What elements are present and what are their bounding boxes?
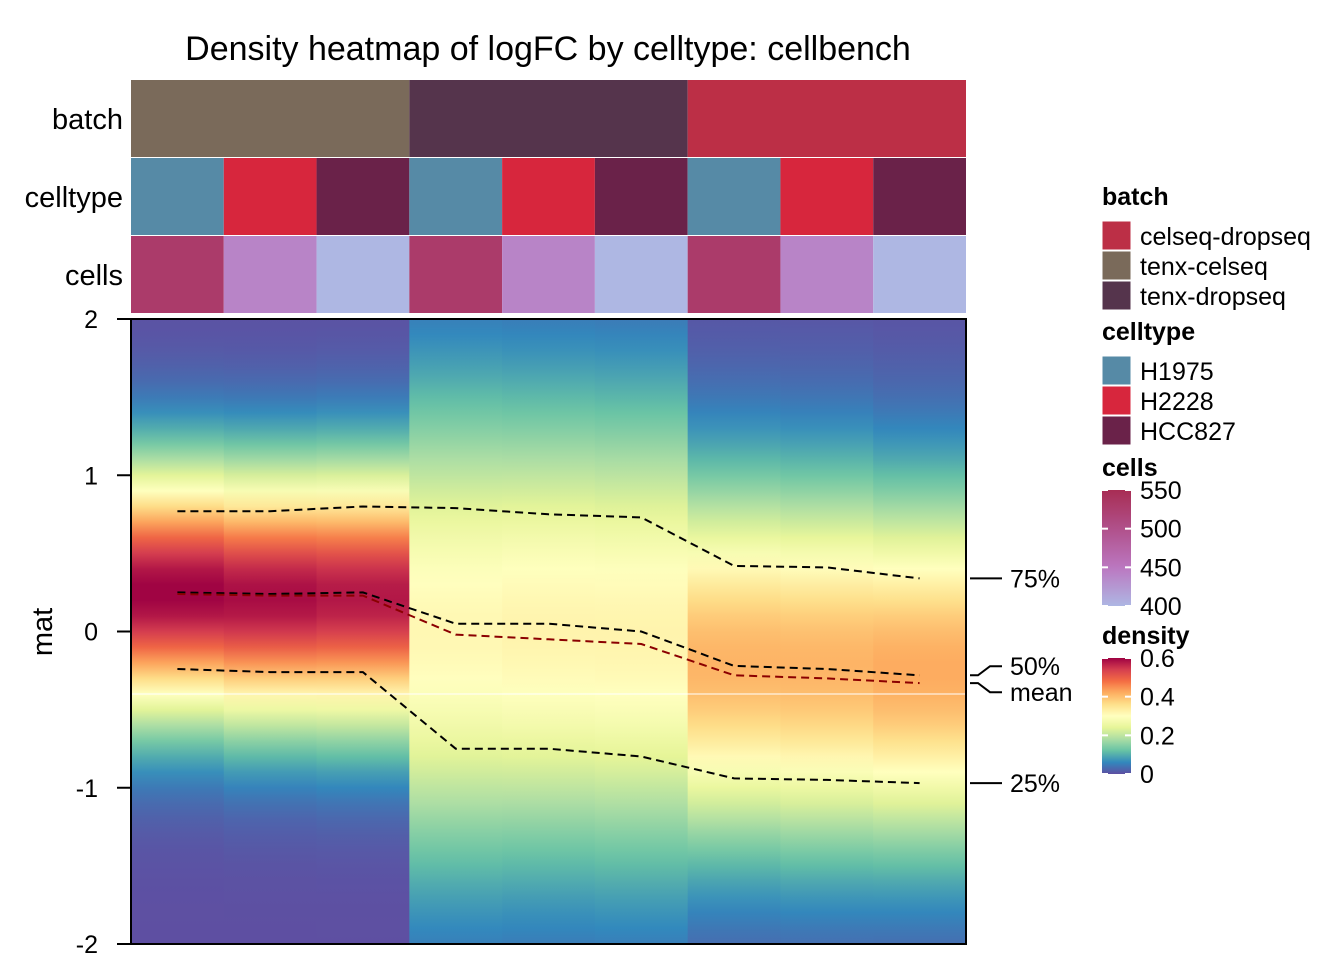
celltype-legend-label: H2228 xyxy=(1140,388,1214,416)
median-line xyxy=(177,591,920,677)
batch-legend-title: batch xyxy=(1102,183,1169,211)
chart-title: Density heatmap of logFC by celltype: ce… xyxy=(185,30,911,68)
celltype-cell xyxy=(780,158,874,235)
celltype-legend-label: H1975 xyxy=(1140,358,1214,386)
quantile-label-median: 50% xyxy=(1010,653,1060,681)
batch-legend-label: tenx-celseq xyxy=(1140,253,1268,281)
q25-line xyxy=(177,668,920,785)
y-axis: -2 -1 0 1 2 xyxy=(76,306,132,959)
y-tick-label: 1 xyxy=(84,462,98,490)
celltype-cell xyxy=(502,158,595,235)
cells-legend-title: cells xyxy=(1102,454,1158,482)
cells-legend-label: 500 xyxy=(1140,516,1182,544)
legends: batch celseq-dropseqtenx-celseqtenx-drops… xyxy=(1101,183,1311,789)
cells-cell xyxy=(223,236,317,313)
celltype-legend-label: HCC827 xyxy=(1140,418,1236,446)
cells-legend-bar xyxy=(1102,490,1131,606)
cells-legend-label: 450 xyxy=(1140,554,1182,582)
celltype-cell xyxy=(131,158,224,235)
heatmap-column xyxy=(780,319,874,944)
y-axis-label: mat xyxy=(27,608,59,656)
batch-legend-swatch xyxy=(1101,280,1132,311)
celltype-cell xyxy=(223,158,317,235)
density-legend-label: 0.2 xyxy=(1140,722,1175,750)
cells-cell xyxy=(594,236,688,313)
cells-legend-label: 550 xyxy=(1140,477,1182,505)
celltype-cell xyxy=(409,158,503,235)
heatmap-column xyxy=(131,319,225,944)
batch-cell xyxy=(131,80,410,157)
celltype-legend-swatch xyxy=(1101,385,1132,416)
celltype-cell xyxy=(873,158,966,235)
density-legend-label: 0.6 xyxy=(1140,645,1175,673)
row-label-celltype: celltype xyxy=(25,182,123,214)
mean-line xyxy=(177,593,920,685)
cells-cell xyxy=(780,236,874,313)
batch-legend-swatch xyxy=(1101,220,1132,251)
quantile-label-q25: 25% xyxy=(1010,770,1060,798)
density-legend-bar xyxy=(1102,658,1131,774)
batch-legend-label: celseq-dropseq xyxy=(1140,223,1311,251)
heatmap-column xyxy=(409,319,503,944)
density-legend-label: 0.4 xyxy=(1140,684,1175,712)
celltype-cell xyxy=(594,158,688,235)
cells-cell xyxy=(131,236,224,313)
celltype-legend-title: celltype xyxy=(1102,318,1195,346)
y-tick-label: 0 xyxy=(84,619,98,647)
heatmap-column xyxy=(502,319,596,944)
heatmap-column xyxy=(687,319,781,944)
cells-legend-label: 400 xyxy=(1140,593,1182,621)
row-label-cells: cells xyxy=(65,260,123,292)
batch-legend-label: tenx-dropseq xyxy=(1140,283,1286,311)
y-tick-label: 2 xyxy=(84,306,98,334)
q75-line xyxy=(177,505,920,580)
celltype-cell xyxy=(687,158,781,235)
cells-cell xyxy=(409,236,503,313)
cells-cell xyxy=(502,236,595,313)
cells-cell xyxy=(873,236,966,313)
density-legend-label: 0 xyxy=(1140,761,1154,789)
heatmap-column xyxy=(223,319,318,944)
celltype-cell xyxy=(316,158,410,235)
cells-cell xyxy=(687,236,781,313)
heatmap-body xyxy=(130,318,967,945)
celltype-legend-swatch xyxy=(1101,415,1132,446)
y-tick-label: -2 xyxy=(76,931,98,959)
quantile-label-mean: mean xyxy=(1010,679,1073,707)
density-legend-title: density xyxy=(1102,622,1190,650)
y-tick-label: -1 xyxy=(76,775,98,803)
leader-line xyxy=(970,682,1002,694)
leader-line xyxy=(970,665,1002,677)
batch-cell xyxy=(687,80,966,157)
celltype-legend-swatch xyxy=(1101,355,1132,386)
quantile-lines xyxy=(177,505,920,785)
annotation-rows xyxy=(131,80,966,313)
batch-cell xyxy=(409,80,688,157)
row-label-batch: batch xyxy=(52,104,123,136)
cells-cell xyxy=(316,236,410,313)
heatmap-column xyxy=(873,319,967,944)
batch-legend-swatch xyxy=(1101,250,1132,281)
quantile-label-q75: 75% xyxy=(1010,565,1060,593)
quantile-labels: 75% 50%mean 25% xyxy=(970,565,1073,798)
heatmap-column xyxy=(316,319,410,944)
